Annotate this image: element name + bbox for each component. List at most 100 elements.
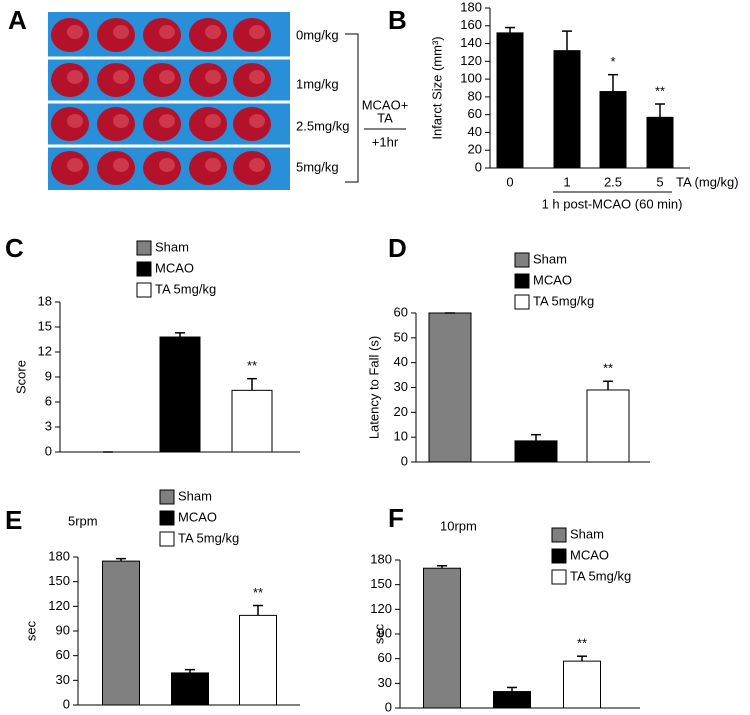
significance: ** — [603, 361, 613, 376]
legend-swatch — [551, 548, 567, 564]
y-tick-label: 12 — [38, 343, 52, 358]
bar — [496, 32, 524, 169]
dose-label: 2.5mg/kg — [296, 118, 349, 133]
y-tick-label: 50 — [394, 329, 408, 344]
slice-highlight — [249, 25, 265, 39]
y-tick-label: 180 — [370, 551, 392, 566]
legend-label: TA 5mg/kg — [155, 281, 216, 296]
significance: ** — [577, 636, 587, 651]
y-axis-label: Latency to Fall (s) — [366, 336, 381, 439]
y-tick-label: 150 — [370, 576, 392, 591]
slice-highlight — [67, 158, 83, 172]
y-tick-label: 6 — [45, 393, 52, 408]
y-tick-label: 120 — [48, 598, 70, 613]
legend-swatch — [514, 294, 530, 310]
bar — [159, 336, 201, 453]
legend-label: Sham — [178, 488, 212, 503]
legend-label: MCAO — [155, 260, 194, 275]
subtitle: 10rpm — [440, 518, 477, 533]
y-axis-label: Score — [13, 360, 28, 394]
slice-highlight — [249, 114, 265, 128]
y-tick-label: 180 — [460, 0, 482, 14]
panel-letter: E — [5, 505, 22, 535]
x-tick-label: 5 — [656, 174, 663, 189]
slice-highlight — [159, 25, 175, 39]
panel-letter: C — [5, 233, 24, 263]
y-tick-label: 180 — [48, 548, 70, 563]
y-tick-label: 20 — [394, 404, 408, 419]
bracket — [345, 33, 359, 183]
legend-swatch — [551, 527, 567, 543]
slice-highlight — [113, 70, 129, 84]
slice-highlight — [205, 25, 221, 39]
legend-label: TA 5mg/kg — [570, 568, 631, 583]
legend-label: Sham — [155, 239, 189, 254]
bar — [646, 116, 674, 169]
y-tick-label: 30 — [56, 672, 70, 687]
x-tick-label: 0 — [506, 174, 513, 189]
legend-label: MCAO — [570, 547, 609, 562]
y-tick-label: 40 — [394, 354, 408, 369]
slice-highlight — [67, 25, 83, 39]
y-tick-label: 0 — [45, 443, 52, 458]
slice-highlight — [113, 114, 129, 128]
y-tick-label: 40 — [468, 124, 482, 139]
legend-swatch — [136, 282, 152, 298]
bar — [586, 389, 630, 463]
legend-label: Sham — [570, 526, 604, 541]
legend-swatch — [551, 569, 567, 585]
bar — [599, 91, 627, 169]
slice-highlight — [113, 158, 129, 172]
y-tick-label: 0 — [475, 159, 482, 174]
significance: * — [610, 54, 615, 69]
y-tick-label: 0 — [401, 453, 408, 468]
y-axis-label: sec — [371, 623, 386, 644]
y-tick-label: 9 — [45, 368, 52, 383]
time-label: +1hr — [372, 134, 399, 149]
x-tick-label: 1 — [563, 174, 570, 189]
treatment-label: MCAO+ — [362, 97, 409, 112]
slice-highlight — [205, 114, 221, 128]
bar — [514, 440, 558, 463]
y-tick-label: 90 — [56, 622, 70, 637]
y-tick-label: 30 — [378, 675, 392, 690]
y-axis-label: sec — [23, 620, 38, 641]
legend-label: MCAO — [533, 272, 572, 287]
slice-highlight — [159, 158, 175, 172]
y-axis-label: Infarct Size (mm³) — [429, 36, 444, 139]
panel-letter: B — [388, 5, 407, 35]
brain-photo — [48, 12, 290, 190]
bar — [563, 660, 601, 709]
brain-slices — [51, 18, 271, 185]
slice-highlight — [249, 70, 265, 84]
y-tick-label: 140 — [460, 35, 482, 50]
significance: ** — [655, 83, 665, 98]
slice-highlight — [159, 70, 175, 84]
y-tick-label: 60 — [378, 650, 392, 665]
bar — [171, 672, 209, 706]
slice-highlight — [67, 70, 83, 84]
bar — [553, 50, 581, 169]
slice-highlight — [67, 114, 83, 128]
subtitle: 5rpm — [68, 513, 98, 528]
y-tick-label: 150 — [48, 573, 70, 588]
y-tick-label: 0 — [385, 699, 392, 714]
group-label: 1 h post-MCAO (60 min) — [542, 196, 683, 211]
legend-swatch — [136, 261, 152, 277]
slice-highlight — [205, 158, 221, 172]
y-tick-label: 30 — [394, 379, 408, 394]
bar — [239, 614, 277, 706]
y-tick-label: 80 — [468, 88, 482, 103]
legend-label: MCAO — [178, 509, 217, 524]
legend-swatch — [514, 252, 530, 268]
y-tick-label: 160 — [460, 17, 482, 32]
bar — [493, 691, 531, 709]
panel-letter: D — [388, 233, 407, 263]
significance: ** — [247, 358, 257, 373]
legend-label: TA 5mg/kg — [178, 530, 239, 545]
dose-label: 5mg/kg — [296, 159, 339, 174]
legend-label: TA 5mg/kg — [533, 293, 594, 308]
y-tick-label: 15 — [38, 318, 52, 333]
panel-letter: F — [388, 503, 404, 533]
